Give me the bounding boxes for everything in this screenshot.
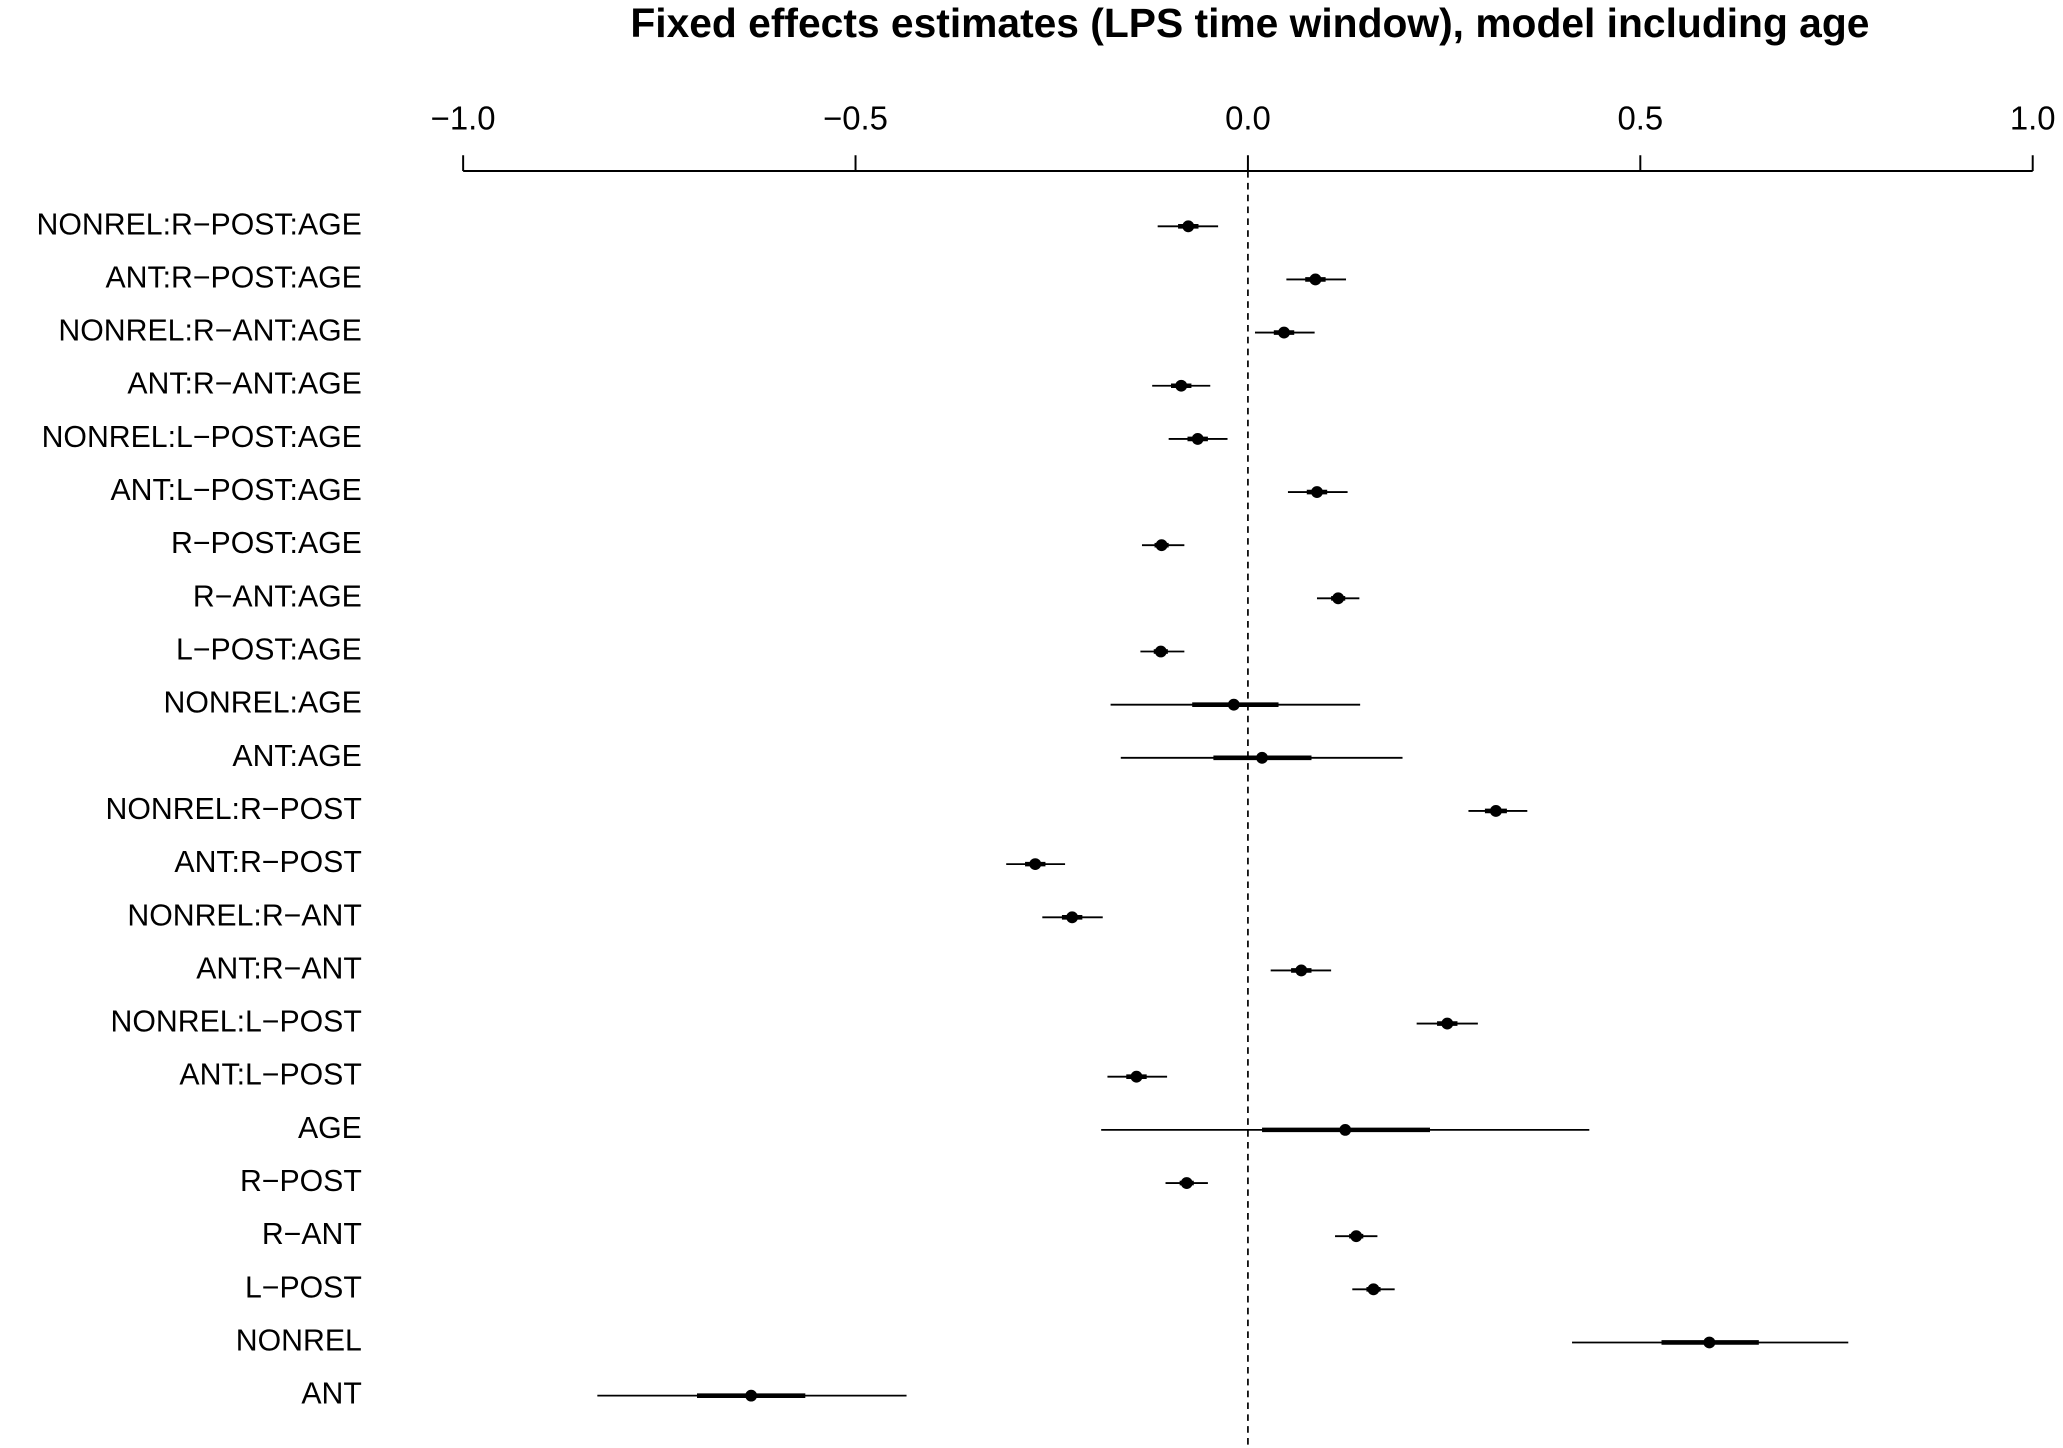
estimate-point [1309, 273, 1322, 286]
estimate-point [1175, 379, 1188, 392]
y-tick-label: R−POST:AGE [171, 527, 362, 560]
estimate-point [745, 1389, 758, 1402]
y-tick-label: ANT:R−ANT:AGE [127, 368, 361, 401]
y-tick-label: AGE [298, 1112, 362, 1145]
y-tick-label: ANT:L−POST:AGE [110, 474, 361, 507]
x-tick-label: 0.5 [1617, 100, 1663, 137]
y-tick-label: NONREL:L−POST:AGE [42, 421, 362, 454]
estimate-point [1029, 858, 1042, 871]
y-tick-label: ANT:R−POST:AGE [105, 261, 361, 294]
estimate-point [1256, 751, 1268, 764]
estimate-point [1154, 645, 1167, 658]
estimate-point [1191, 432, 1204, 445]
estimate-point [1703, 1336, 1716, 1349]
x-tick-label: −0.5 [823, 100, 888, 137]
estimate-point [1367, 1283, 1380, 1296]
y-tick-label: NONREL:R−POST [105, 793, 361, 826]
estimate-point [1441, 1017, 1454, 1030]
estimate-point [1180, 1177, 1193, 1189]
y-tick-label: NONREL:L−POST [111, 1006, 362, 1039]
estimate-point [1489, 805, 1502, 817]
estimate-point [1066, 911, 1079, 924]
y-tick-label: R−ANT:AGE [193, 580, 362, 613]
y-tick-label: NONREL:R−ANT:AGE [58, 315, 361, 348]
y-tick-label: R−POST [240, 1165, 362, 1198]
estimate-point [1311, 486, 1323, 498]
y-tick-label: L−POST [245, 1271, 362, 1304]
x-tick-label: 1.0 [2010, 100, 2056, 137]
y-tick-label: ANT:L−POST [179, 1059, 361, 1092]
y-tick-label: ANT [301, 1378, 361, 1411]
estimate-point [1182, 220, 1195, 233]
y-tick-label: NONREL:AGE [163, 687, 361, 720]
estimate-point [1278, 326, 1290, 339]
estimate-point [1350, 1230, 1363, 1243]
y-tick-label: R−ANT [262, 1218, 362, 1251]
estimate-point [1332, 592, 1345, 605]
estimate-point [1227, 698, 1240, 711]
estimate-point [1130, 1070, 1143, 1083]
y-tick-label: NONREL [236, 1324, 362, 1357]
y-tick-label: ANT:AGE [232, 740, 361, 773]
y-tick-label: ANT:R−POST [174, 846, 361, 879]
chart-title: Fixed effects estimates (LPS time window… [630, 0, 1869, 46]
estimate-point [1339, 1123, 1352, 1136]
estimate-point [1155, 539, 1168, 552]
y-tick-label: L−POST:AGE [176, 633, 362, 666]
y-tick-label: NONREL:R−POST:AGE [37, 208, 362, 241]
y-tick-label: ANT:R−ANT [196, 952, 362, 985]
x-tick-label: 0.0 [1225, 100, 1271, 137]
y-tick-label: NONREL:R−ANT [127, 899, 361, 932]
x-tick-label: −1.0 [431, 100, 496, 137]
estimate-point [1295, 964, 1308, 977]
